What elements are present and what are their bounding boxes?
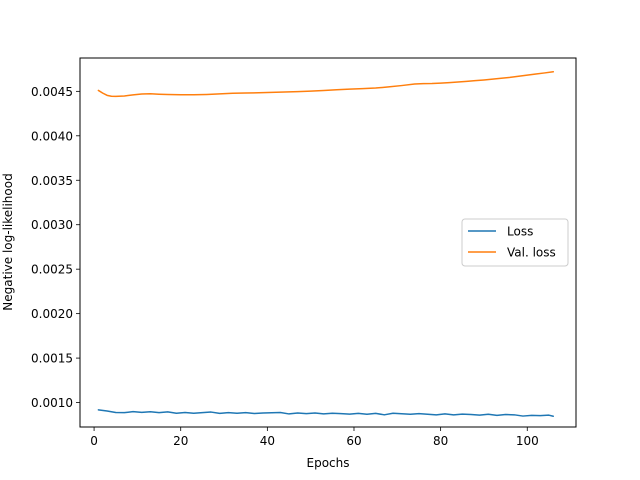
x-tick-label: 80: [433, 434, 448, 448]
y-tick-label: 0.0015: [31, 352, 73, 366]
x-tick-label: 100: [516, 434, 539, 448]
x-tick-label: 20: [173, 434, 188, 448]
y-tick-label: 0.0045: [31, 85, 73, 99]
legend-label-val-loss: Val. loss: [507, 246, 556, 260]
legend-label-loss: Loss: [507, 225, 533, 239]
y-tick-label: 0.0010: [31, 396, 73, 410]
series-layer: [97, 71, 555, 417]
series-line-loss: [97, 409, 555, 417]
y-axis-title: Negative log-likelihood: [1, 173, 15, 310]
y-tick-label: 0.0030: [31, 218, 73, 232]
axes-frame: [79, 57, 577, 428]
y-tick-label: 0.0035: [31, 174, 73, 188]
x-tick-label: 60: [346, 434, 361, 448]
x-axis: 0 20 40 60 80 100: [90, 427, 539, 448]
series-line-val-loss: [97, 71, 555, 98]
y-tick-label: 0.0020: [31, 307, 73, 321]
y-tick-label: 0.0025: [31, 263, 73, 277]
x-tick-label: 40: [260, 434, 275, 448]
x-axis-title: Epochs: [307, 456, 350, 470]
y-axis: 0.0010 0.0015 0.0020 0.0025 0.0030 0.0035 0.00…: [31, 85, 80, 410]
y-tick-label: 0.0040: [31, 129, 73, 143]
legend: Loss Val. loss: [461, 218, 569, 267]
x-tick-label: 0: [90, 434, 98, 448]
